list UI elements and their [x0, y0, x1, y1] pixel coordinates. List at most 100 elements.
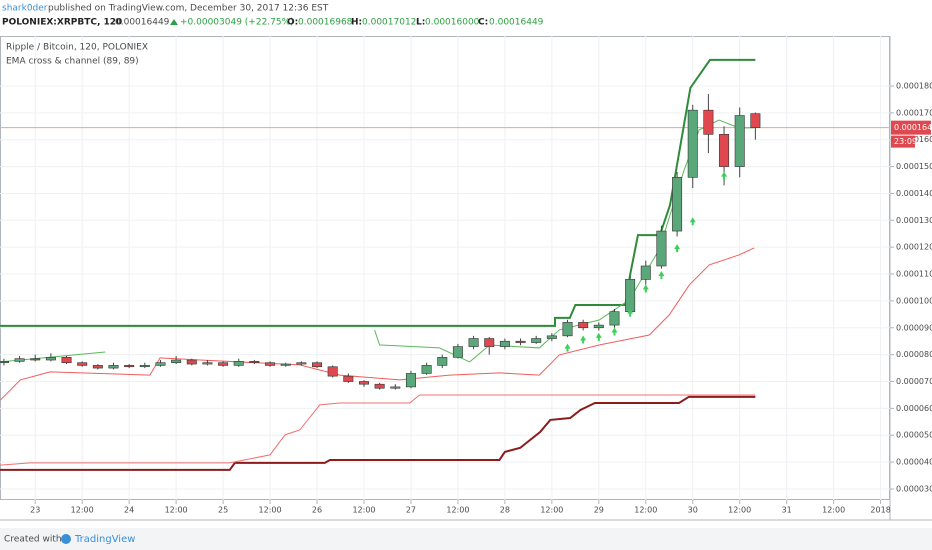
candle-body	[265, 362, 276, 366]
candle-body	[124, 365, 135, 368]
countdown-tag	[891, 135, 915, 148]
candle-body	[734, 115, 745, 167]
buy-signal	[689, 217, 696, 226]
l-label: L:	[416, 18, 425, 28]
candle-body	[139, 365, 150, 368]
countdown-label: 23:09	[894, 137, 917, 146]
price-tag-label: 0.00016449	[894, 123, 932, 132]
y-tick-label: 0.00004000	[896, 458, 932, 467]
h-label: H:	[351, 18, 362, 28]
y-tick-label: 0.00014000	[896, 189, 932, 198]
candle-body	[249, 361, 260, 364]
candle-body	[687, 109, 698, 178]
buy-signal	[642, 284, 649, 293]
l-value: 0.00016000	[425, 18, 480, 28]
candle-body	[405, 373, 416, 388]
indicator-line	[0, 395, 756, 471]
buy-signal	[580, 335, 587, 344]
candle-body	[499, 340, 510, 347]
candle-body	[92, 365, 103, 369]
y-tick-label: 0.00018000	[896, 81, 932, 90]
candle-body	[280, 363, 291, 366]
symbol: POLONIEX:XRPBTC, 120	[2, 18, 122, 28]
y-tick-label: 0.00005000	[896, 431, 932, 440]
x-tick-label: 2018	[870, 506, 890, 515]
candle-body	[312, 362, 323, 368]
footer-created: Created with	[4, 535, 62, 545]
buy-signal	[564, 343, 571, 352]
y-tick-label: 0.00006000	[896, 404, 932, 413]
x-tick-label: 30	[688, 506, 698, 515]
y-tick-label: 0.00009000	[896, 323, 932, 332]
o-label: O:	[287, 18, 298, 28]
candle-body	[218, 362, 229, 366]
candle-body	[358, 381, 369, 385]
symbol-line: POLONIEX:XRPBTC, 120 0.00016449 +0.00003…	[2, 18, 544, 28]
buy-signal	[595, 332, 602, 341]
candle-body	[108, 365, 119, 369]
candle-body	[186, 359, 197, 365]
x-tick-label: 27	[406, 506, 416, 515]
candle-body	[155, 362, 166, 366]
candle-body	[327, 366, 338, 377]
candle-body	[593, 324, 604, 329]
x-tick-label: 12:00	[728, 506, 751, 515]
x-tick-label: 23	[30, 506, 40, 515]
candle-body	[390, 386, 401, 389]
y-tick-label: 0.00015000	[896, 162, 932, 171]
candle-body	[609, 311, 620, 326]
candle-body	[625, 279, 636, 312]
author[interactable]: shark0der	[2, 4, 48, 14]
candle-body	[61, 357, 72, 364]
candle-body	[703, 109, 714, 135]
buy-signal	[674, 244, 681, 253]
indicator-line	[0, 247, 755, 401]
x-tick-label: 25	[218, 506, 228, 515]
footer-bar	[0, 528, 932, 550]
x-tick-label: 26	[312, 506, 322, 515]
candle-body	[656, 230, 667, 267]
candle-body	[233, 361, 244, 366]
x-tick-label: 12:00	[71, 506, 94, 515]
candle-body	[421, 365, 432, 374]
plot-frame	[0, 36, 890, 500]
indicator-name: EMA cross & channel (89, 89)	[6, 57, 139, 67]
candle-body	[672, 177, 683, 232]
y-tick-label: 0.00013000	[896, 216, 932, 225]
c-label: C:	[478, 18, 488, 28]
y-tick-label: 0.00017000	[896, 108, 932, 117]
x-tick-label: 31	[782, 506, 792, 515]
footer-brand[interactable]: TradingView	[74, 534, 135, 545]
buy-signal	[721, 171, 728, 180]
x-tick-label: 12:00	[634, 506, 657, 515]
c-value: 0.00016449	[489, 18, 544, 28]
y-tick-label: 0.00010000	[896, 296, 932, 305]
x-tick-label: 12:00	[352, 506, 375, 515]
candle-body	[343, 375, 354, 382]
x-tick-label: 29	[594, 506, 604, 515]
up-arrow-icon	[170, 19, 178, 25]
price-tag	[891, 120, 931, 135]
buy-signal	[658, 271, 665, 280]
o-value: 0.00016968	[298, 18, 353, 28]
candle-body	[640, 265, 651, 280]
x-tick-label: 28	[500, 506, 510, 515]
x-tick-label: 24	[124, 506, 134, 515]
indicator-line	[0, 58, 756, 327]
y-tick-label: 0.00007000	[896, 377, 932, 386]
x-tick-label: 12:00	[822, 506, 845, 515]
candle-body	[719, 134, 730, 167]
candle-body	[437, 357, 448, 366]
buy-signal	[627, 308, 634, 317]
candle-body	[171, 359, 182, 364]
candle-body	[468, 338, 479, 347]
candle-body	[374, 383, 385, 389]
candle-body	[484, 338, 495, 347]
x-tick-label: 12:00	[540, 506, 563, 515]
x-tick-label: 12:00	[446, 506, 469, 515]
last-price: 0.00016449	[115, 18, 170, 28]
x-tick-label: 12:00	[165, 506, 188, 515]
published: published on TradingView.com, December 3…	[48, 4, 329, 14]
y-tick-label: 0.00012000	[896, 243, 932, 252]
